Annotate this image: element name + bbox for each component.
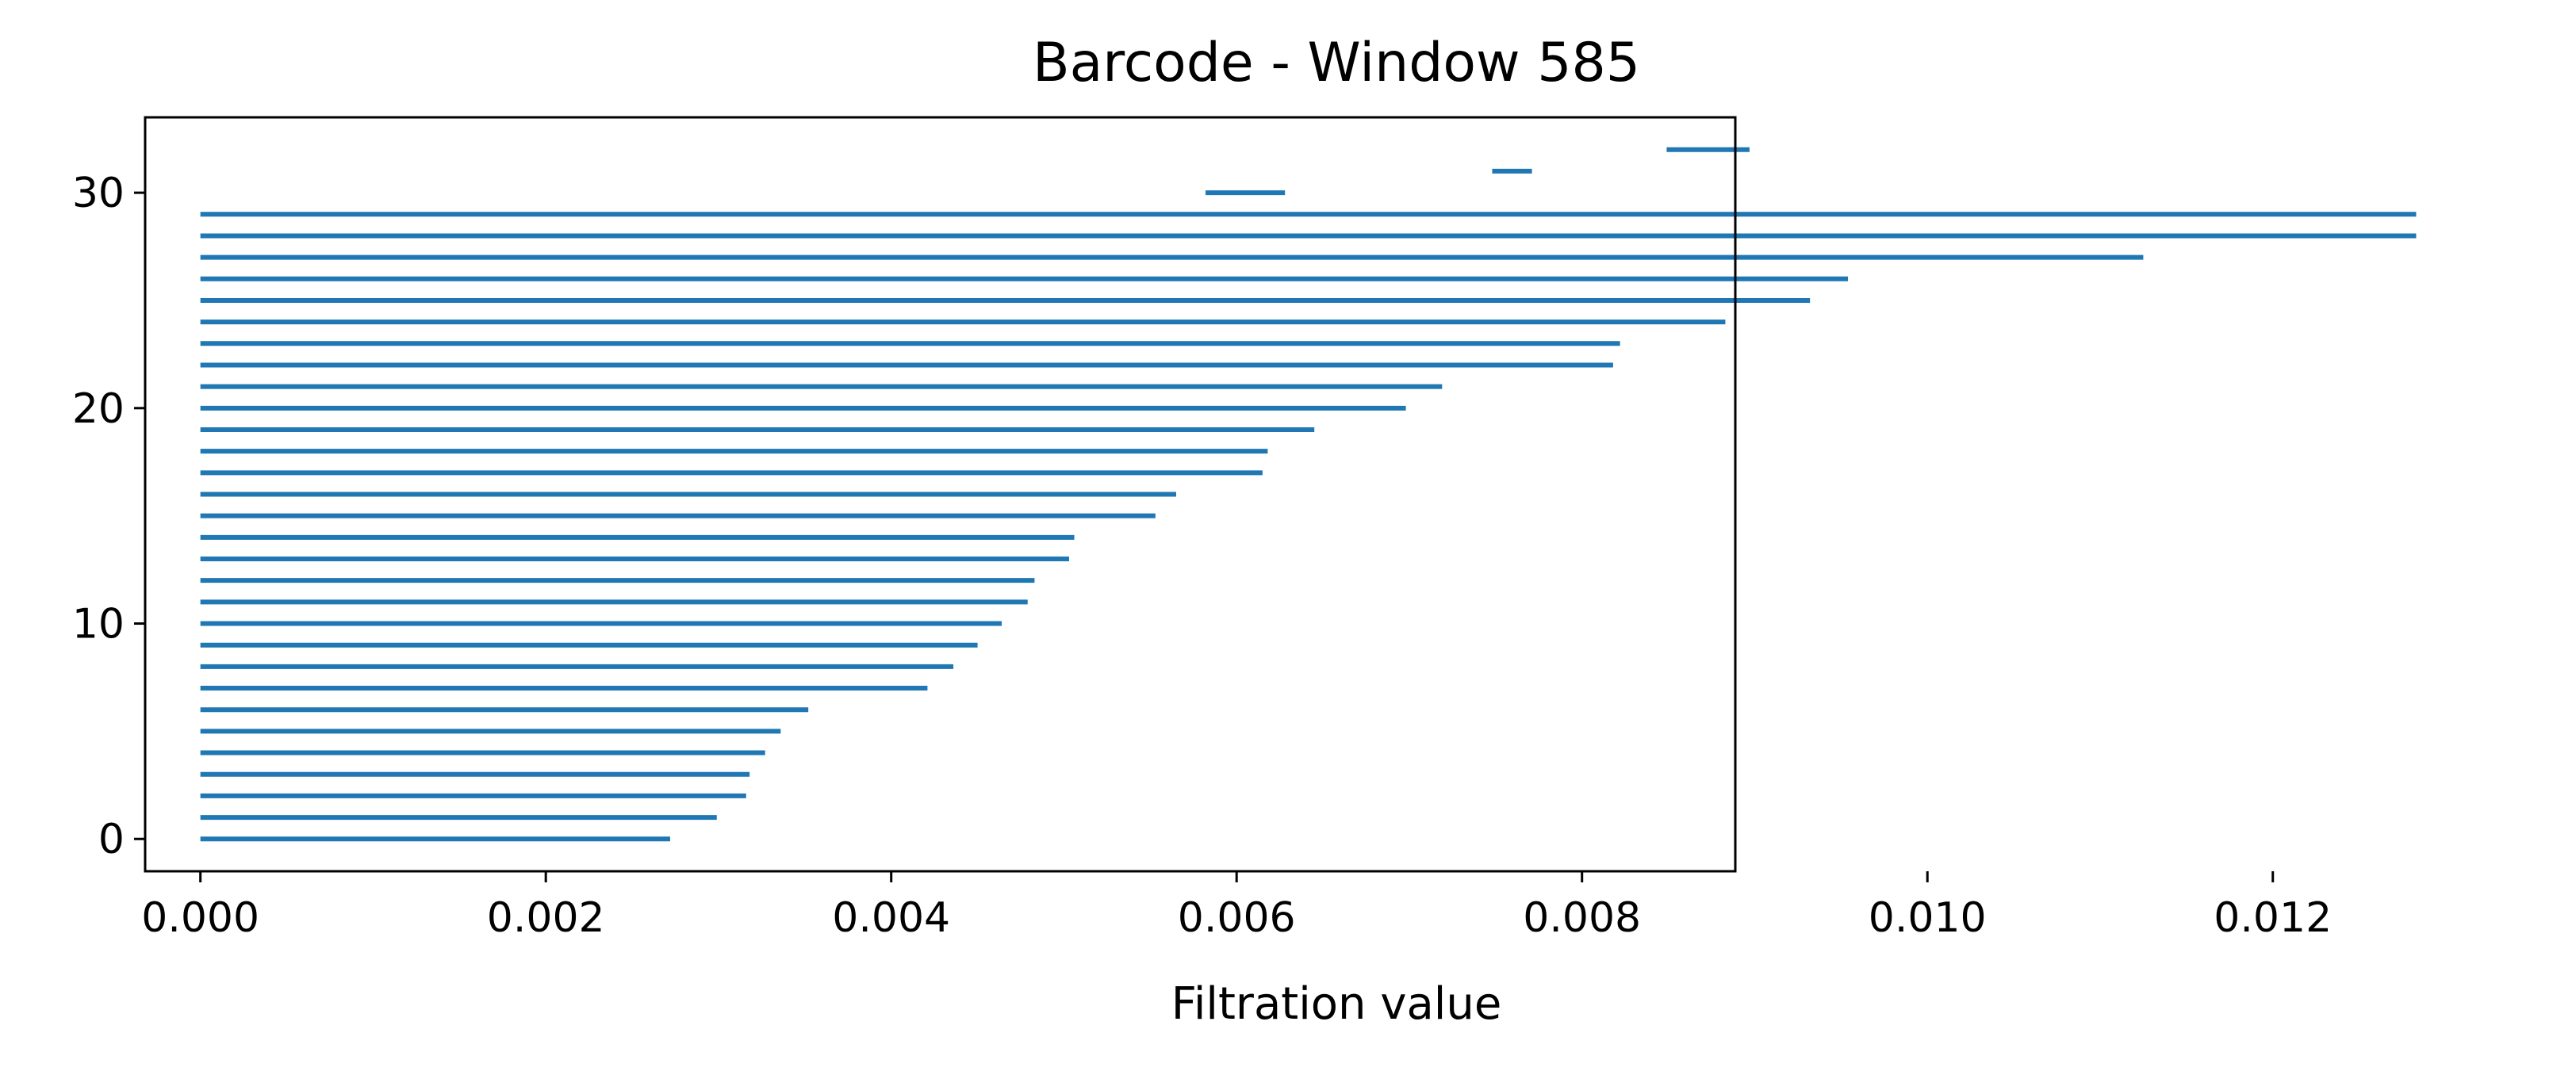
plot-frame <box>144 116 1737 873</box>
y-tick-label: 10 <box>72 601 125 648</box>
x-tick-label: 0.006 <box>1178 894 1296 942</box>
x-tick-label: 0.002 <box>487 894 605 942</box>
bars-layer <box>200 147 2417 842</box>
x-tick-label: 0.000 <box>141 894 259 942</box>
y-axis-ticks: 0 10 20 30 <box>72 170 145 863</box>
y-tick-label: 0 <box>98 816 125 863</box>
y-tick-label: 20 <box>72 385 125 433</box>
x-axis-ticks: 0.000 0.002 0.004 0.006 0.008 0.010 0.012 <box>141 871 2332 942</box>
x-tick-label: 0.010 <box>1869 894 1987 942</box>
x-tick-label: 0.004 <box>832 894 950 942</box>
chart-title: Barcode - Window 585 <box>1033 32 1640 94</box>
x-axis-label: Filtration value <box>1171 978 1502 1030</box>
y-tick-label: 30 <box>72 170 125 217</box>
x-tick-label: 0.008 <box>1523 894 1641 942</box>
x-tick-label: 0.012 <box>2214 894 2332 942</box>
